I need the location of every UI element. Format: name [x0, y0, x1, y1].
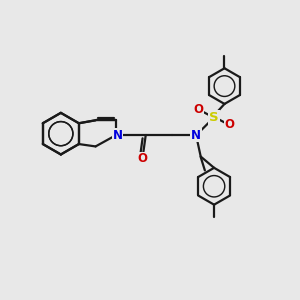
Text: N: N: [191, 129, 201, 142]
Text: O: O: [224, 118, 235, 131]
Text: N: N: [112, 129, 122, 142]
Text: O: O: [138, 152, 148, 165]
Text: O: O: [194, 103, 204, 116]
Text: S: S: [209, 111, 219, 124]
